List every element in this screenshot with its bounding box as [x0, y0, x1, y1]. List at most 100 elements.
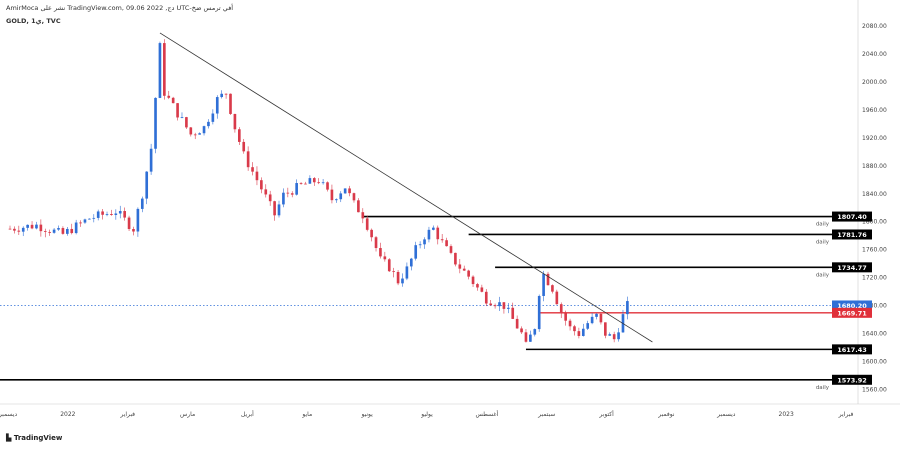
candle-body: [608, 334, 612, 336]
candle-body: [432, 227, 435, 230]
x-tick-label: ديسمبر: [716, 411, 736, 418]
x-tick-label: ديسمبر: [0, 411, 17, 418]
level-price-tag: [832, 374, 872, 385]
candle-body: [471, 276, 475, 285]
chart-header-symbol: GOLD, 1ي, TVC: [6, 17, 61, 25]
candle-body: [136, 208, 140, 232]
candle-body: [268, 194, 272, 202]
candle-body: [590, 316, 594, 324]
tradingview-logo-icon: ▙: [6, 434, 12, 442]
candle-body: [211, 113, 215, 122]
candle-body: [118, 211, 122, 214]
candle-body: [436, 227, 440, 240]
candle-body: [233, 113, 237, 130]
x-tick-label: 2023: [779, 411, 794, 418]
level-price-tag: [832, 229, 872, 240]
candle-body: [317, 182, 321, 184]
candle-body: [176, 103, 179, 118]
candle-body: [445, 240, 448, 247]
candle-body: [21, 227, 25, 232]
candle-body: [330, 189, 334, 201]
candle-body: [604, 322, 607, 336]
candle-body: [171, 97, 175, 104]
candle-body: [524, 332, 528, 342]
candle-body: [507, 307, 510, 309]
candle-body: [251, 167, 254, 172]
candle-body: [101, 211, 104, 215]
tradingview-logo: ▙ TradingView: [6, 434, 62, 442]
candle-body: [304, 183, 307, 185]
candles-layer: [8, 39, 629, 343]
y-tick-label: 2080.00: [862, 23, 887, 30]
candle-body: [357, 200, 360, 213]
candle-body: [586, 323, 590, 329]
candle-body: [163, 43, 166, 96]
candle-body: [39, 224, 43, 232]
candle-body: [13, 228, 16, 231]
level-note: daily: [816, 272, 830, 278]
candle-body: [123, 211, 126, 218]
candle-body: [83, 219, 87, 223]
candle-body: [52, 229, 56, 233]
y-tick-label: 1960.00: [862, 107, 887, 114]
level-price-tag-text: 1573.92: [837, 376, 867, 384]
level-price-tag: [832, 307, 872, 318]
candle-body: [581, 328, 585, 336]
candle-body: [405, 266, 409, 279]
candle-body: [335, 199, 338, 201]
y-tick-label: 1880.00: [862, 163, 887, 170]
y-tick-label: 1760.00: [862, 247, 887, 254]
y-tick-label: 2040.00: [862, 51, 887, 58]
level-price-tag-text: 1781.76: [837, 231, 867, 239]
level-note: daily: [816, 385, 830, 391]
candle-body: [339, 193, 343, 200]
candle-body: [573, 326, 576, 332]
candle-body: [96, 211, 100, 218]
candle-body: [149, 148, 153, 172]
candle-body: [498, 302, 501, 307]
trendline-layer: [159, 32, 653, 343]
x-tick-label: فبراير: [838, 411, 854, 418]
candle-body: [88, 218, 91, 220]
candle-body: [361, 212, 365, 219]
candle-body: [35, 224, 38, 229]
candle-body: [489, 303, 493, 306]
candle-body: [568, 320, 572, 327]
candle-body: [180, 117, 184, 118]
candle-body: [255, 171, 259, 181]
candle-body: [423, 239, 426, 245]
candle-body: [542, 273, 545, 296]
x-tick-label: مارس: [180, 411, 195, 418]
candle-body: [599, 313, 603, 323]
candle-body: [154, 97, 157, 149]
candle-body: [392, 271, 395, 273]
time-axis: ديسمبر 2022 فبراير مارس أبريل مايو يونيو يوليو أ…: [0, 410, 853, 418]
descending-trendline: [159, 32, 653, 343]
y-tick-label: 1560.00: [862, 387, 887, 394]
candle-body: [132, 229, 135, 232]
candle-body: [374, 237, 378, 249]
candle-body: [167, 95, 171, 98]
candle-body: [224, 93, 228, 95]
candle-body: [202, 126, 206, 134]
candle-body: [462, 268, 466, 271]
candle-body: [626, 301, 629, 315]
y-tick-label: 1680.00: [862, 303, 887, 310]
candle-body: [533, 329, 537, 335]
candle-body: [458, 264, 462, 269]
level-price-tag-text: 1669.71: [837, 309, 867, 317]
candle-body: [312, 178, 316, 183]
candle-body: [559, 304, 563, 314]
candle-body: [17, 230, 21, 232]
candle-body: [215, 97, 219, 114]
candle-body: [493, 305, 497, 307]
x-tick-label: أغسطس: [475, 410, 498, 418]
candle-body: [66, 228, 69, 234]
candle-body: [290, 193, 294, 195]
x-tick-label: نوفمبر: [657, 411, 675, 418]
level-note: daily: [816, 222, 830, 228]
candle-body: [295, 183, 298, 195]
candle-body: [379, 248, 382, 257]
level-price-tag-text: 1807.40: [837, 213, 867, 221]
